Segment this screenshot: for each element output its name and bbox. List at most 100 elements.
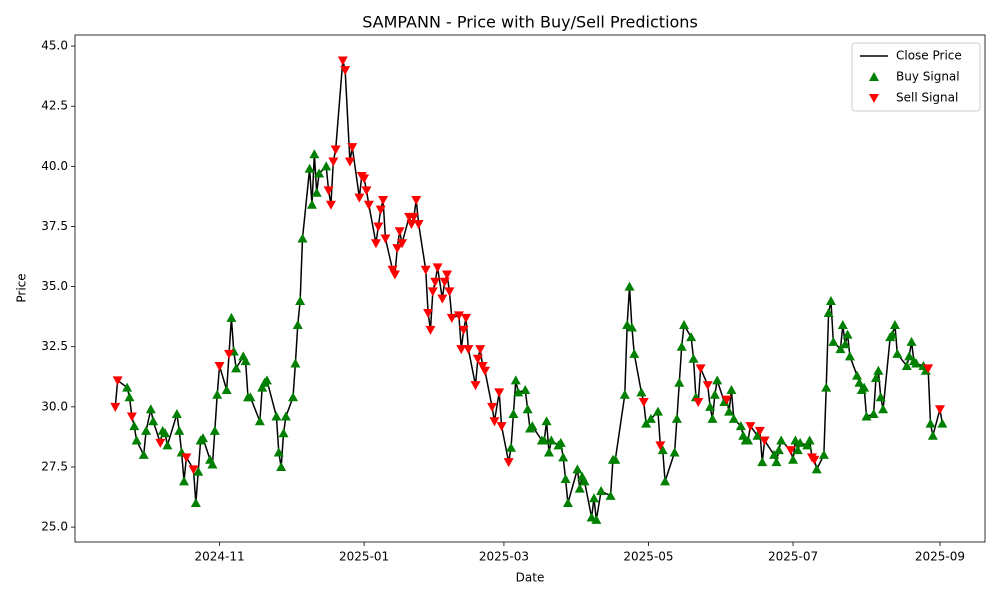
buy-marker [679,320,690,330]
buy-marker [510,375,521,385]
buy-marker [652,406,663,416]
sell-marker [110,402,121,412]
buy-marker [854,377,865,387]
buy-marker [292,320,303,330]
buy-marker [892,348,903,358]
sell-marker [347,143,358,153]
buy-marker [311,187,322,197]
buy-marker [660,476,671,486]
sell-marker [754,426,765,436]
buy-marker [852,370,863,380]
sell-marker [475,345,486,355]
buy-marker [724,406,735,416]
sell-marker [489,417,500,427]
buy-marker [539,435,550,445]
buy-marker [743,435,754,445]
sell-marker [638,398,649,408]
buy-marker [506,442,517,452]
sell-marker [721,395,732,405]
buy-marker [124,392,135,402]
sell-marker [655,441,666,451]
buy-marker [276,461,287,471]
y-tick-label: 37.5 [41,219,68,233]
buy-marker [145,404,156,414]
buy-marker [868,409,879,419]
buy-marker [688,353,699,363]
buy-marker [226,312,237,322]
buy-marker [197,433,208,443]
sell-marker [340,66,351,76]
sell-marker [413,220,424,230]
sell-marker [337,56,348,66]
buy-marker [288,392,299,402]
buy-marker [705,401,716,411]
legend-label: Sell Signal [896,91,958,105]
buy-marker [937,418,948,428]
buy-marker [174,425,185,435]
buy-marker [626,322,637,332]
sell-marker [155,438,166,448]
buy-marker [207,459,218,469]
buy-marker [828,336,839,346]
buy-marker [527,421,538,431]
buy-marker [875,392,886,402]
sell-marker [397,239,408,249]
buy-marker [543,447,554,457]
buy-marker [773,445,784,455]
sell-marker [325,200,336,210]
buy-marker [825,296,836,306]
buy-marker [558,452,569,462]
sell-marker [394,227,405,237]
sell-marker [406,220,417,230]
buy-marker [835,344,846,354]
buy-marker [709,389,720,399]
buy-marker [925,418,936,428]
sell-marker [745,422,756,432]
sell-marker [375,205,386,215]
buy-marker [870,372,881,382]
sell-marker [446,313,457,323]
sell-marker [437,294,448,304]
buy-marker [574,483,585,493]
buy-marker [686,332,697,342]
buy-marker [546,435,557,445]
sell-marker [785,446,796,456]
sell-marker [702,381,713,391]
buy-marker [669,447,680,457]
sell-marker [463,345,474,355]
x-tick-label: 2025-07 [768,550,818,564]
buy-marker [878,404,889,414]
buy-marker [823,308,834,318]
sell-marker [487,402,498,412]
buy-marker [889,320,900,330]
buy-marker [859,382,870,392]
buy-marker [901,360,912,370]
buy-marker [911,358,922,368]
sell-marker [224,349,235,359]
sell-marker [470,381,481,391]
sell-marker [214,361,225,371]
buy-marker [873,365,884,375]
buy-marker [821,382,832,392]
buy-marker [619,389,630,399]
legend-label: Close Price [896,49,962,63]
buy-marker [674,377,685,387]
buy-marker [588,493,599,503]
buy-marker [610,454,621,464]
sell-marker [432,263,443,273]
buy-marker [629,348,640,358]
buy-marker [280,411,291,421]
buy-marker [818,449,829,459]
y-tick-label: 42.5 [41,99,68,113]
buy-marker [314,168,325,178]
buy-marker [591,514,602,524]
buy-marker [712,375,723,385]
buy-marker [254,416,265,426]
sell-marker [439,277,450,287]
sell-marker [380,234,391,244]
chart-title: SAMPANN - Price with Buy/Sell Prediction… [362,13,698,32]
sell-marker [479,366,490,376]
buy-marker [131,435,142,445]
buy-marker [728,413,739,423]
sell-marker [456,345,467,355]
